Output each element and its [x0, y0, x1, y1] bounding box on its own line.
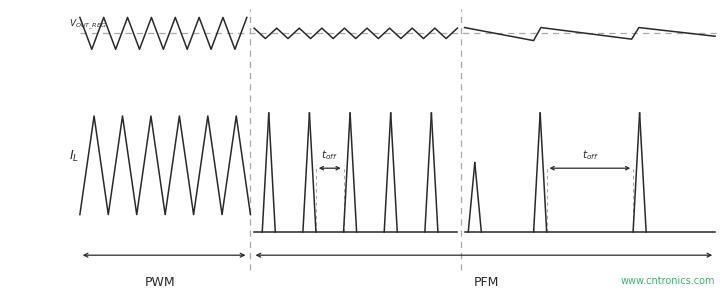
Text: $t_{off}$: $t_{off}$	[582, 148, 598, 162]
Text: $I_L$: $I_L$	[69, 149, 79, 164]
Text: $V_{\mathregular{OUT\_REG}}$: $V_{\mathregular{OUT\_REG}}$	[69, 17, 107, 32]
Text: PFM: PFM	[474, 276, 499, 289]
Text: $t_{off}$: $t_{off}$	[322, 148, 338, 162]
Text: PWM: PWM	[144, 276, 175, 289]
Text: www.cntronics.com: www.cntronics.com	[621, 276, 715, 285]
